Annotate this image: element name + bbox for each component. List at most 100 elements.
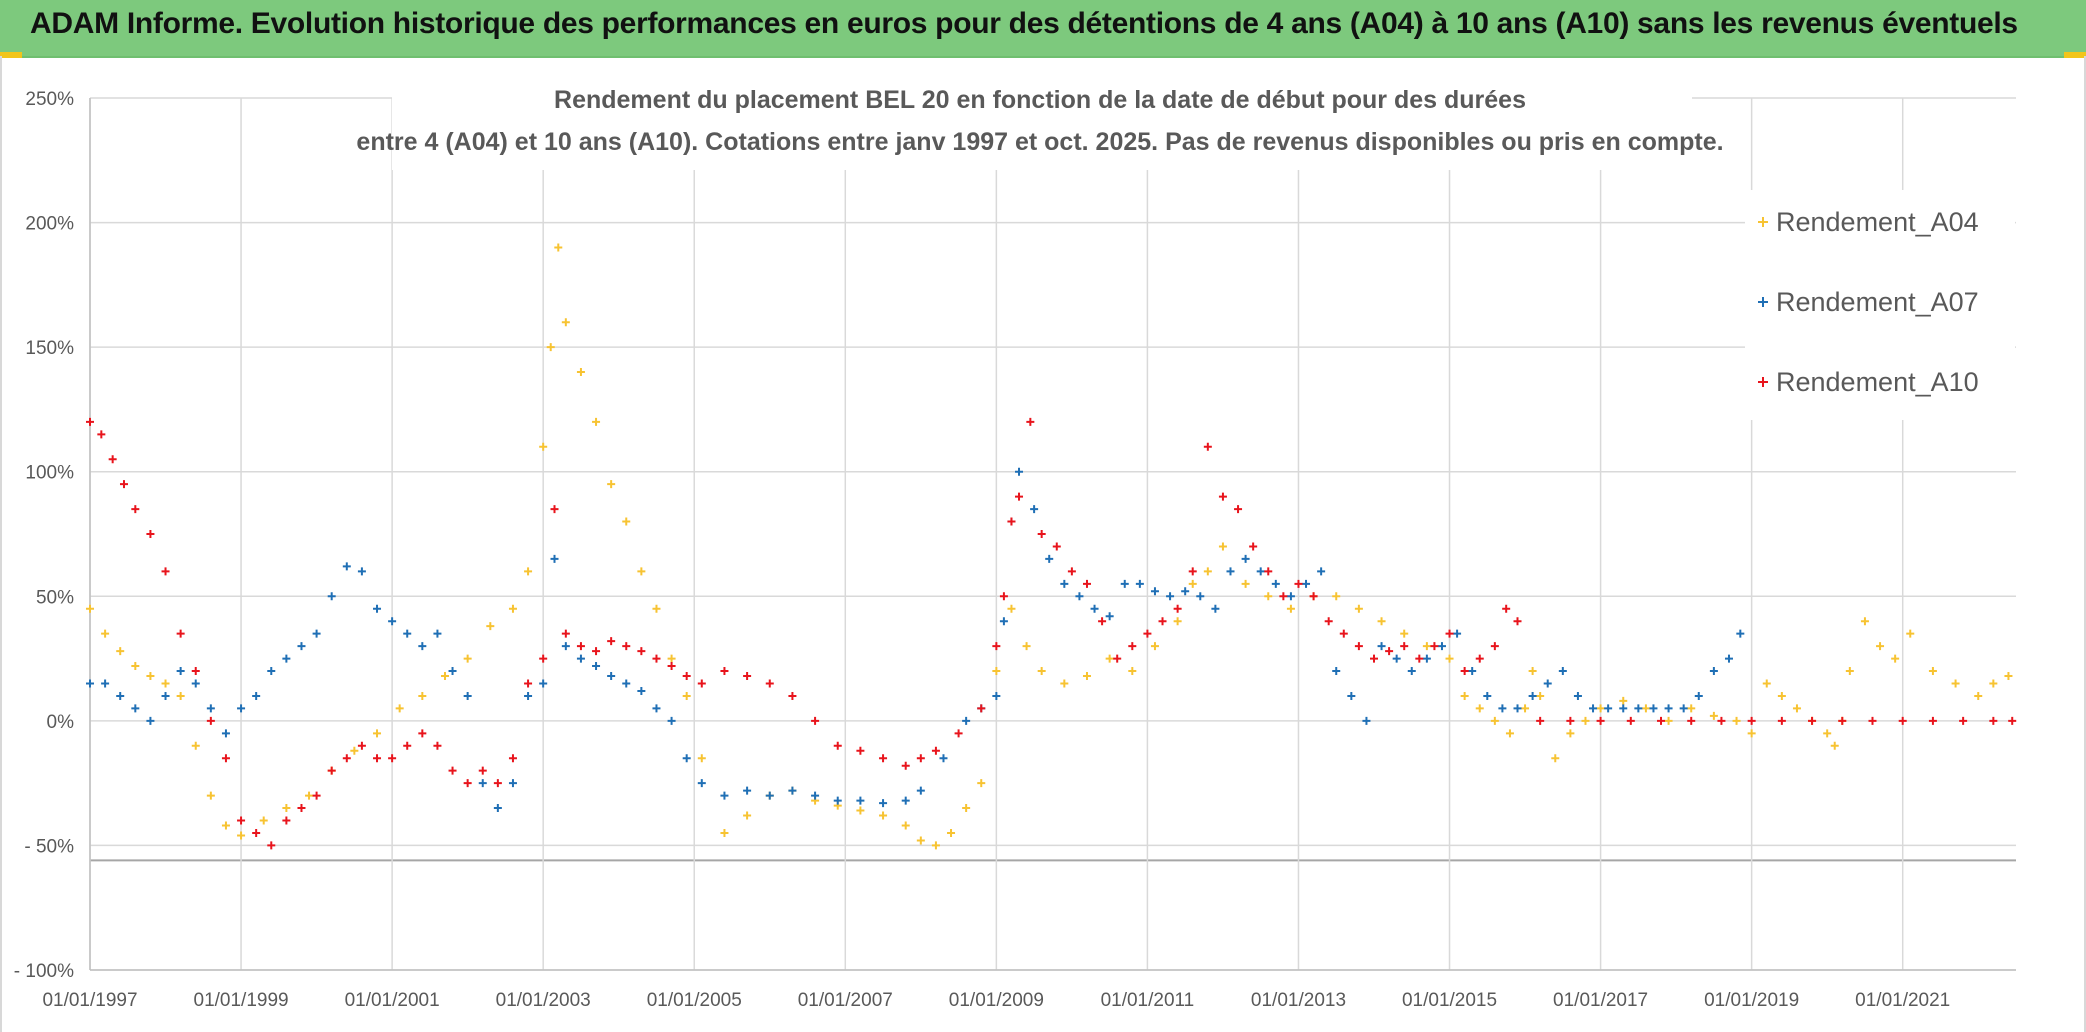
point-Rendement_A04 <box>86 604 94 613</box>
corner-mark-right <box>2064 52 2086 58</box>
point-Rendement_A07 <box>388 617 397 626</box>
point-Rendement_A10 <box>637 647 646 656</box>
point-Rendement_A10 <box>1513 617 1522 626</box>
point-Rendement_A04 <box>931 841 940 850</box>
point-Rendement_A04 <box>1445 654 1454 663</box>
grid <box>89 97 2016 971</box>
point-Rendement_A04 <box>1400 629 1409 638</box>
point-Rendement_A10 <box>2008 716 2017 725</box>
point-Rendement_A04 <box>1951 679 1960 688</box>
title-background <box>392 80 1692 170</box>
point-Rendement_A04 <box>1332 592 1341 601</box>
point-Rendement_A07 <box>1362 716 1371 725</box>
point-Rendement_A07 <box>743 786 752 795</box>
point-Rendement_A04 <box>1490 716 1499 725</box>
point-Rendement_A07 <box>312 629 321 638</box>
point-Rendement_A04 <box>1928 667 1937 676</box>
point-Rendement_A07 <box>697 779 706 788</box>
point-Rendement_A10 <box>1249 542 1258 551</box>
x-tick-label: 01/01/2019 <box>1704 990 1799 1011</box>
point-Rendement_A04 <box>554 243 563 252</box>
legend: Rendement_A04 Rendement_A07 Rendement_A10 <box>1758 207 1979 397</box>
point-Rendement_A07 <box>252 691 261 700</box>
point-Rendement_A04 <box>637 567 646 576</box>
point-Rendement_A07 <box>101 679 110 688</box>
point-Rendement_A07 <box>342 562 351 571</box>
point-Rendement_A07 <box>992 691 1001 700</box>
point-Rendement_A07 <box>282 654 291 663</box>
point-Rendement_A04 <box>1505 729 1514 738</box>
point-Rendement_A04 <box>1845 667 1854 676</box>
point-Rendement_A07 <box>418 642 427 651</box>
point-Rendement_A04 <box>1203 567 1212 576</box>
point-Rendement_A10 <box>221 754 230 763</box>
point-Rendement_A10 <box>1385 647 1394 656</box>
point-Rendement_A07 <box>1498 704 1507 713</box>
point-Rendement_A04 <box>539 442 548 451</box>
point-Rendement_A10 <box>357 741 366 750</box>
chart-title-line1: Rendement du placement BEL 20 en fonctio… <box>554 86 1526 114</box>
point-Rendement_A07 <box>1483 691 1492 700</box>
point-Rendement_A04 <box>992 667 1001 676</box>
point-Rendement_A07 <box>667 716 676 725</box>
point-Rendement_A04 <box>1286 604 1295 613</box>
point-Rendement_A04 <box>1536 691 1545 700</box>
point-Rendement_A10 <box>1475 654 1484 663</box>
point-Rendement_A04 <box>607 480 616 489</box>
point-Rendement_A04 <box>1037 667 1046 676</box>
series-Rendement_A10 <box>86 417 2017 850</box>
point-Rendement_A10 <box>550 505 559 514</box>
point-Rendement_A07 <box>131 704 140 713</box>
point-Rendement_A10 <box>418 729 427 738</box>
point-Rendement_A10 <box>297 804 306 813</box>
point-Rendement_A10 <box>1128 642 1137 651</box>
point-Rendement_A04 <box>1150 642 1159 651</box>
point-Rendement_A10 <box>1490 642 1499 651</box>
point-Rendement_A10 <box>493 779 502 788</box>
point-Rendement_A04 <box>1777 691 1786 700</box>
point-Rendement_A04 <box>350 746 359 755</box>
point-Rendement_A07 <box>267 667 276 676</box>
point-Rendement_A04 <box>1792 704 1801 713</box>
point-Rendement_A10 <box>373 754 382 763</box>
point-Rendement_A07 <box>1679 704 1688 713</box>
legend-label: Rendement_A10 <box>1776 367 1979 397</box>
point-Rendement_A04 <box>1264 592 1273 601</box>
point-Rendement_A04 <box>592 417 601 426</box>
x-tick-label: 01/01/2003 <box>496 990 591 1011</box>
point-Rendement_A07 <box>191 679 200 688</box>
point-Rendement_A10 <box>1203 442 1212 451</box>
point-Rendement_A07 <box>592 662 601 671</box>
point-Rendement_A10 <box>652 654 661 663</box>
y-tick-label: 150% <box>25 338 74 359</box>
point-Rendement_A10 <box>403 741 412 750</box>
point-Rendement_A07 <box>765 791 774 800</box>
point-Rendement_A07 <box>448 667 457 676</box>
point-Rendement_A10 <box>86 417 94 426</box>
corner-mark-left <box>0 52 22 58</box>
point-Rendement_A04 <box>1460 691 1469 700</box>
point-Rendement_A10 <box>1354 642 1363 651</box>
point-Rendement_A04 <box>901 821 910 830</box>
point-Rendement_A10 <box>1098 617 1107 626</box>
point-Rendement_A04 <box>1762 679 1771 688</box>
data-points <box>86 243 2017 850</box>
point-Rendement_A04 <box>667 654 676 663</box>
point-Rendement_A07 <box>1332 667 1341 676</box>
point-Rendement_A04 <box>1906 629 1915 638</box>
point-Rendement_A04 <box>1596 704 1605 713</box>
point-Rendement_A04 <box>395 704 404 713</box>
point-Rendement_A07 <box>622 679 631 688</box>
point-Rendement_A04 <box>1060 679 1069 688</box>
point-Rendement_A10 <box>1687 716 1696 725</box>
point-Rendement_A04 <box>101 629 110 638</box>
point-Rendement_A07 <box>901 796 910 805</box>
point-Rendement_A04 <box>743 811 752 820</box>
x-tick-label: 01/01/2013 <box>1251 990 1346 1011</box>
point-Rendement_A04 <box>1581 716 1590 725</box>
point-Rendement_A10 <box>1218 492 1227 501</box>
point-Rendement_A07 <box>221 729 230 738</box>
point-Rendement_A04 <box>161 679 170 688</box>
point-Rendement_A07 <box>1649 704 1658 713</box>
point-Rendement_A04 <box>622 517 631 526</box>
